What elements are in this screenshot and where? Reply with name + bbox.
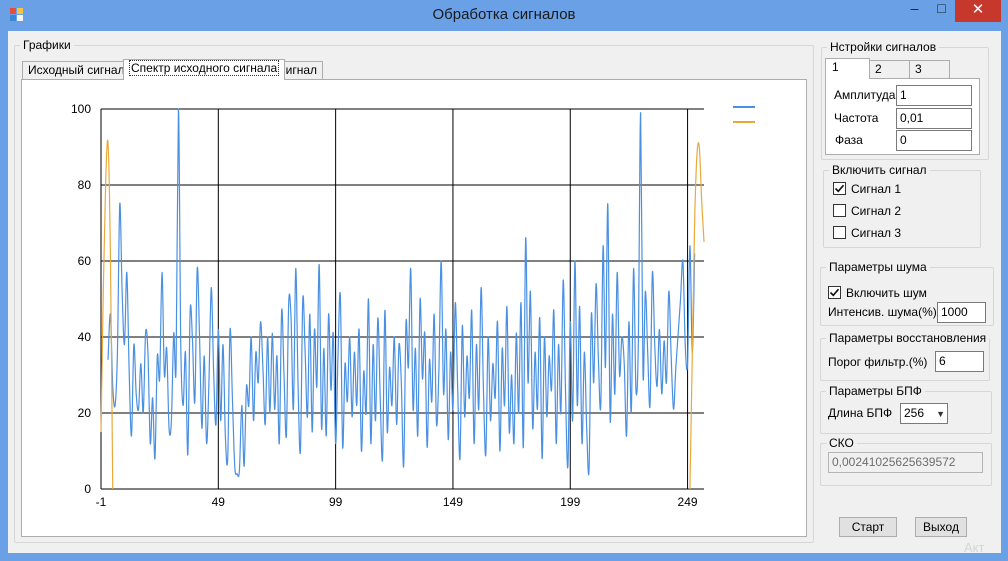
tab-label: 2 xyxy=(875,62,882,76)
y-tick-label: 60 xyxy=(78,254,92,268)
maximize-button[interactable]: □ xyxy=(928,0,955,22)
restore-group-label: Параметры восстановления xyxy=(826,331,989,345)
filter-threshold-label: Порог фильтр.(%) xyxy=(828,355,927,369)
amplitude-input[interactable]: 1 xyxy=(896,85,972,106)
tab-source-signal[interactable]: Исходный сигнал xyxy=(22,61,131,80)
noise-enable-checkbox[interactable] xyxy=(828,286,841,299)
activation-watermark: Акт xyxy=(964,540,984,555)
y-tick-label: 80 xyxy=(78,178,92,192)
tab-label: 1 xyxy=(831,60,840,74)
signal-1-label: Сигнал 1 xyxy=(851,182,901,196)
tab-source-spectrum[interactable]: Спектр исходного сигнала xyxy=(123,59,285,80)
y-tick-label: 20 xyxy=(78,406,92,420)
signal-settings-label: Нстройки сигналов xyxy=(827,40,939,54)
client-area: Графики Исходный сигнал Спектр исходного… xyxy=(8,31,1001,553)
sko-value-field: 0,00241025625639572 xyxy=(828,452,983,473)
spectrum-chart: -1 49 99 149 199 249 0 20 40 60 80 100 xyxy=(22,80,808,538)
fft-length-value: 256 xyxy=(904,406,924,420)
signal-2-label: Сигнал 2 xyxy=(851,204,901,218)
y-tick-label: 100 xyxy=(71,102,91,116)
x-tick-label: -1 xyxy=(96,495,107,509)
y-tick-label: 0 xyxy=(84,482,91,496)
signal-1-checkbox[interactable] xyxy=(833,182,846,195)
window-title: Обработка сигналов xyxy=(0,6,1008,23)
frequency-input[interactable]: 0,01 xyxy=(896,108,972,129)
series-line xyxy=(690,143,704,489)
enable-signal-label: Включить сигнал xyxy=(829,163,930,177)
filter-threshold-input[interactable]: 6 xyxy=(935,351,984,372)
title-bar[interactable]: Обработка сигналов – □ ✕ xyxy=(0,0,1008,31)
series-line xyxy=(101,140,113,489)
amplitude-label: Амплитуда xyxy=(834,88,895,102)
exit-button[interactable]: Выход xyxy=(915,517,967,537)
noise-enable-label: Включить шум xyxy=(846,286,927,300)
series-line xyxy=(108,109,695,477)
y-tick-label: 40 xyxy=(78,330,92,344)
signal-2-checkbox[interactable] xyxy=(833,204,846,217)
signal-3-checkbox[interactable] xyxy=(833,226,846,239)
frequency-label: Частота xyxy=(834,111,878,125)
phase-input[interactable]: 0 xyxy=(896,130,972,151)
close-button[interactable]: ✕ xyxy=(955,0,1001,22)
x-tick-label: 249 xyxy=(678,495,698,509)
chart-panel: -1 49 99 149 199 249 0 20 40 60 80 100 xyxy=(21,79,807,537)
fft-length-label: Длина БПФ xyxy=(828,406,892,420)
x-tick-label: 49 xyxy=(212,495,226,509)
tab-signal-2[interactable]: 2 xyxy=(869,60,910,79)
enable-signal-group: Включить сигнал xyxy=(823,170,981,248)
minimize-button[interactable]: – xyxy=(901,0,928,22)
chevron-down-icon: ▼ xyxy=(936,405,945,423)
x-tick-label: 99 xyxy=(329,495,343,509)
phase-label: Фаза xyxy=(835,133,863,147)
sko-group-label: СКО xyxy=(826,436,857,450)
signal-3-label: Сигнал 3 xyxy=(851,226,901,240)
x-tick-label: 199 xyxy=(560,495,580,509)
start-button[interactable]: Старт xyxy=(839,517,897,537)
check-icon xyxy=(834,183,845,194)
tab-signal-1[interactable]: 1 xyxy=(825,58,870,79)
noise-intensity-label: Интенсив. шума(%) xyxy=(828,305,937,319)
check-icon xyxy=(829,287,840,298)
tab-label: 3 xyxy=(915,62,922,76)
fft-group-label: Параметры БПФ xyxy=(826,384,925,398)
tab-label: Исходный сигнал xyxy=(28,63,125,77)
noise-intensity-input[interactable]: 1000 xyxy=(937,302,986,323)
noise-group-label: Параметры шума xyxy=(826,260,930,274)
x-tick-label: 149 xyxy=(443,495,463,509)
graphs-group-label: Графики xyxy=(20,38,74,52)
tab-label: Спектр исходного сигнала xyxy=(129,60,279,76)
fft-length-select[interactable]: 256 ▼ xyxy=(900,403,948,424)
tab-signal-3[interactable]: 3 xyxy=(909,60,950,79)
